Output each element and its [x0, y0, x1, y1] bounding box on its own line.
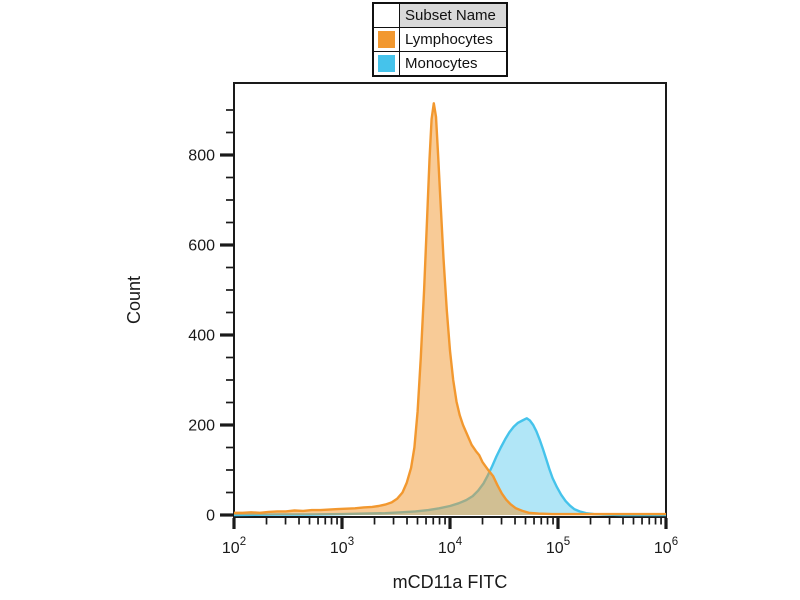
legend-corner-cell — [372, 2, 400, 28]
y-tick-label: 0 — [206, 508, 215, 525]
legend-row-monocytes: Monocytes — [372, 51, 508, 77]
y-axis-title: Count — [124, 276, 144, 324]
lymphocytes-color-swatch — [378, 31, 395, 48]
x-tick-label: 102 — [222, 536, 246, 557]
y-tick-label: 400 — [188, 328, 215, 345]
legend-header-label: Subset Name — [398, 2, 508, 28]
y-tick-label: 600 — [188, 238, 215, 255]
legend-swatch-cell — [372, 51, 400, 77]
x-tick-label: 105 — [546, 536, 570, 557]
legend-row-lymphocytes: Lymphocytes — [372, 27, 508, 52]
y-tick-label: 200 — [188, 418, 215, 435]
lymphocytes-curve — [234, 102, 666, 516]
monocytes-color-swatch — [378, 55, 395, 72]
legend-swatch-cell — [372, 27, 400, 52]
series-layer — [234, 102, 666, 517]
x-tick-label: 104 — [438, 536, 463, 557]
y-tick-label: 800 — [188, 148, 215, 165]
legend-header-row: Subset Name — [372, 2, 508, 28]
y-axis-ticks: 0 200 400 600 800 — [188, 109, 233, 525]
x-tick-label: 106 — [654, 536, 678, 557]
x-axis-title: mCD11a FITC — [393, 572, 508, 592]
legend-entry-label: Monocytes — [398, 51, 508, 77]
plot-border-box — [233, 82, 667, 518]
x-axis-ticks: 102 103 104 105 106 — [222, 518, 678, 557]
x-tick-label: 103 — [330, 536, 354, 557]
legend-entry-label: Lymphocytes — [398, 27, 508, 52]
legend-table: Subset Name Lymphocytes Monocytes — [372, 2, 508, 77]
lymphocytes-area-fill — [234, 103, 666, 516]
